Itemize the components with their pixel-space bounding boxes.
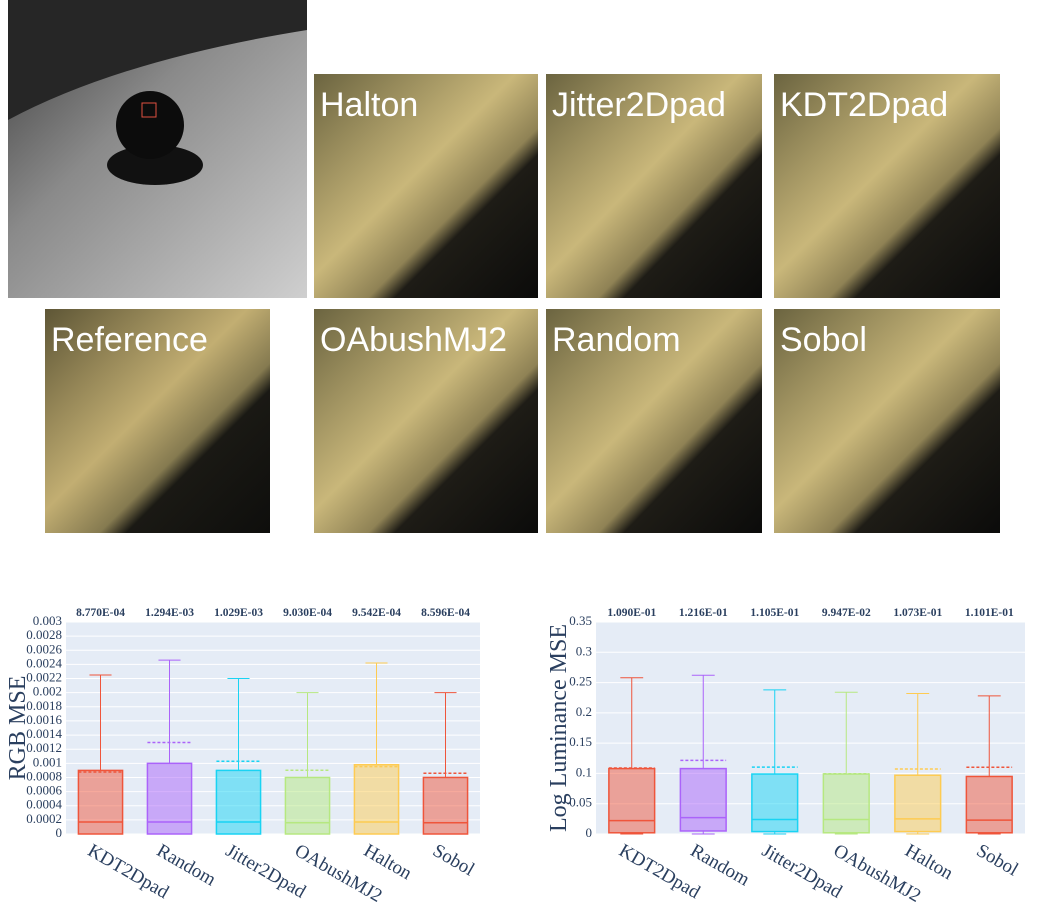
x-tick-label: Sobol [429,840,478,880]
y-tick-label: 0.0006 [26,783,62,798]
crop-label: KDT2Dpad [780,86,948,124]
crop-image [546,74,762,298]
y-tick-label: 0.0014 [26,726,62,741]
box [284,776,331,835]
mean-label: 9.030E-04 [283,607,332,619]
scene-image [8,0,307,298]
y-tick-label: 0.0002 [26,811,62,826]
crop-image [546,309,762,533]
y-tick-label: 0 [56,825,63,840]
y-tick-label: 0.001 [33,754,62,769]
y-tick-label: 0.35 [569,613,592,628]
plot-background [596,622,1025,834]
y-tick-label: 0.003 [33,613,62,628]
crop-image [314,309,538,533]
mean-label: 8.596E-04 [421,607,470,619]
y-tick-label: 0 [586,825,593,840]
mean-label: 8.770E-04 [76,607,125,619]
mean-label: 1.029E-03 [214,607,263,619]
y-tick-label: 0.0024 [26,655,62,670]
crop-label: Reference [51,321,208,359]
y-tick-label: 0.0008 [26,768,62,783]
box [822,773,870,834]
box [353,763,400,835]
x-tick-label: Jitter2Dpad [758,840,846,903]
mean-label: 1.216E-01 [679,607,728,619]
crop-image [774,309,1000,533]
y-tick-label: 0.0022 [26,670,62,685]
crop-label: Jitter2Dpad [552,86,726,124]
y-tick-label: 0.15 [569,734,592,749]
y-tick-label: 0.05 [569,795,592,810]
x-tick-label: Halton [901,840,957,884]
mean-label: 1.101E-01 [965,607,1014,619]
y-axis-title: RGB MSE [5,676,31,781]
box [965,775,1013,834]
crop-image [774,74,1000,298]
y-tick-label: 0.3 [576,643,592,658]
y-tick-label: 0.2 [576,704,592,719]
box [422,776,469,835]
y-tick-label: 0.1 [576,764,592,779]
crop-label: OAbushMJ2 [320,321,507,359]
y-tick-label: 0.0026 [26,641,62,656]
mean-label: 1.090E-01 [607,607,656,619]
crop-label: Sobol [780,321,867,359]
box [679,767,727,832]
y-tick-label: 0.0018 [26,698,62,713]
y-tick-label: 0.0012 [26,740,62,755]
box [146,762,193,835]
crop-label: Random [552,321,681,359]
y-tick-label: 0.0016 [26,712,62,727]
crop-image [45,309,270,533]
plot-background [66,622,480,834]
box [894,774,942,833]
mean-label: 9.947E-02 [822,607,871,619]
y-tick-label: 0.25 [569,674,592,689]
y-tick-label: 0.002 [33,684,62,699]
crop-image [314,74,538,298]
box [751,773,799,833]
mean-label: 1.294E-03 [145,607,194,619]
y-axis-title: Log Luminance MSE [546,624,572,832]
mean-label: 1.073E-01 [893,607,942,619]
x-tick-label: Sobol [973,840,1022,880]
x-tick-label: KDT2Dpad [615,840,704,903]
mean-label: 1.105E-01 [750,607,799,619]
mean-label: 9.542E-04 [352,607,401,619]
y-tick-label: 0.0028 [26,627,62,642]
y-tick-label: 0.0004 [26,797,62,812]
crop-label: Halton [320,86,418,124]
box [215,769,262,835]
box [608,767,656,834]
box [77,769,124,835]
